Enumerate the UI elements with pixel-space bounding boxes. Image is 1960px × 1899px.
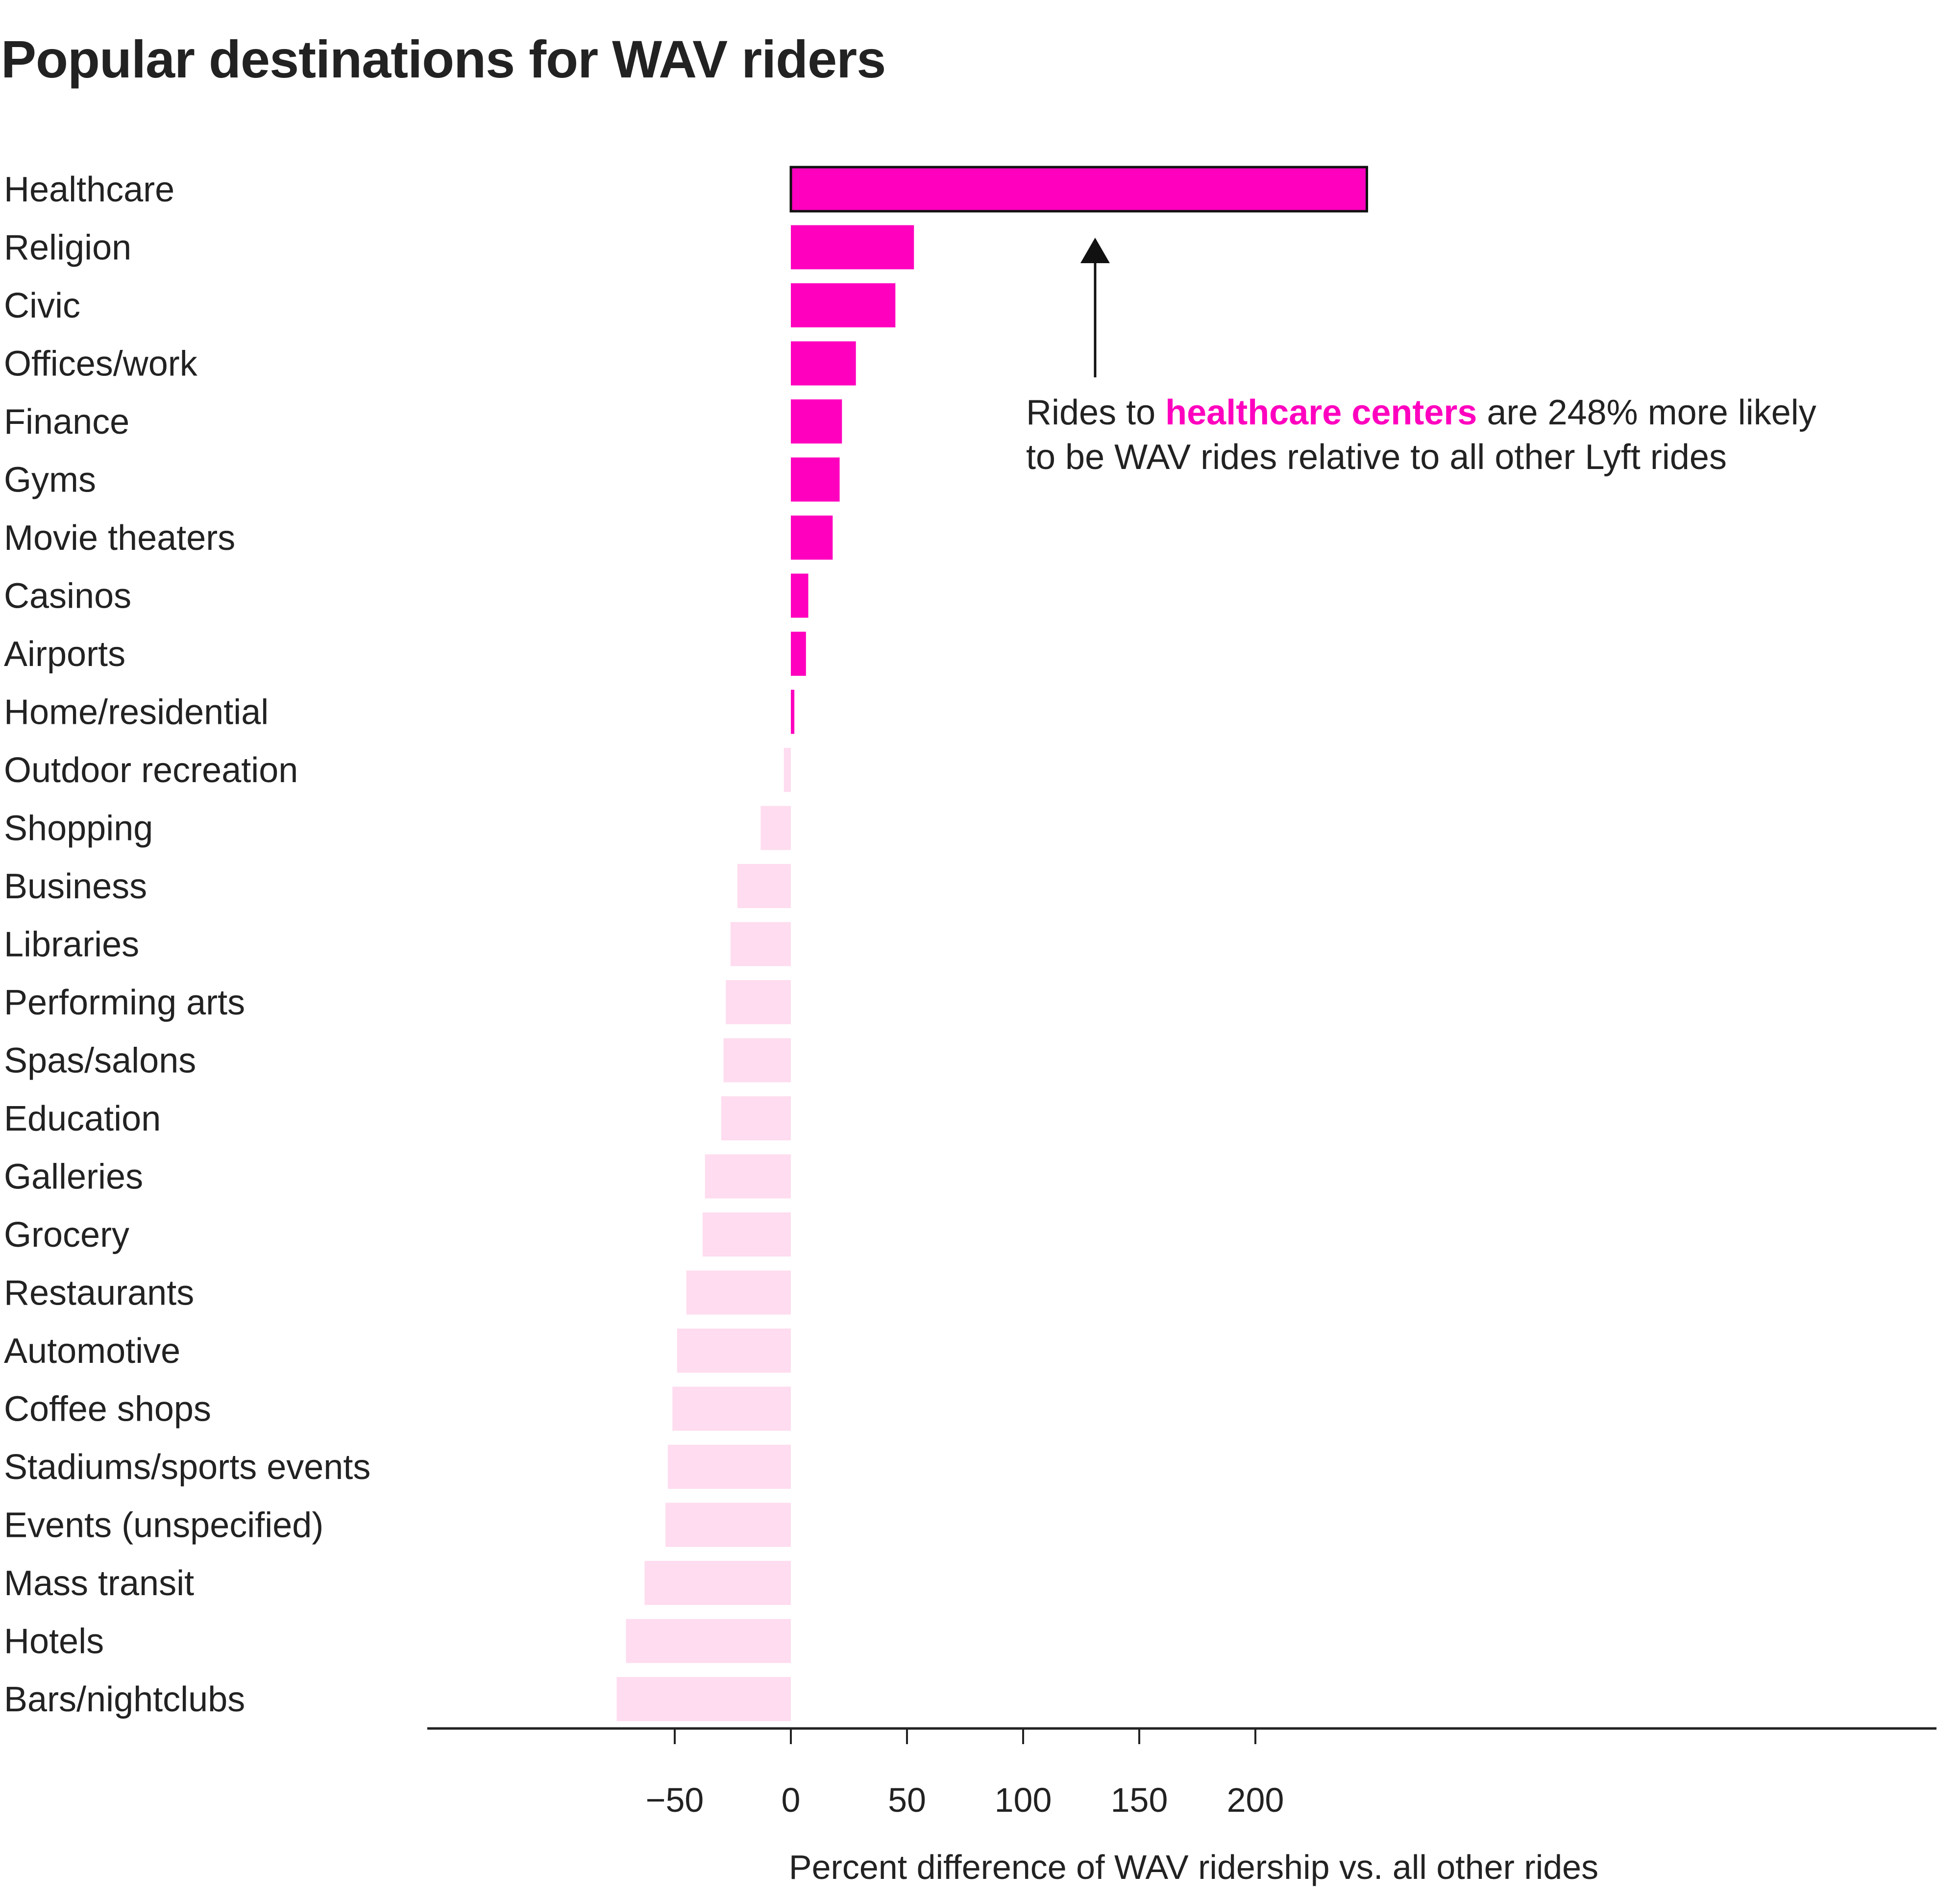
annotation-arrow-head [1080,238,1110,263]
category-label-shopping: Shopping [4,809,153,848]
bar-civic [791,283,896,327]
bar-finance [791,399,842,444]
category-label-education: Education [4,1099,161,1138]
bar-movie-theaters [791,516,833,560]
category-label-airports: Airports [4,635,125,674]
bar-outdoor-recreation [784,748,791,792]
bar-performing-arts [726,980,791,1024]
category-label-offices-work: Offices/work [4,345,198,384]
bar-mass-transit [644,1561,791,1605]
category-label-libraries: Libraries [4,925,139,964]
bar-galleries [705,1154,791,1199]
category-label-spas-salons: Spas/salons [4,1041,196,1081]
bar-gyms [791,457,840,502]
category-label-hotels: Hotels [4,1622,104,1661]
category-label-events-unspecified: Events (unspecified) [4,1506,323,1545]
category-label-gyms: Gyms [4,461,96,500]
category-label-casinos: Casinos [4,577,131,616]
category-label-business: Business [4,867,147,906]
category-label-grocery: Grocery [4,1215,129,1255]
bar-spas-salons [723,1038,791,1083]
bar-events-unspecified [665,1503,791,1547]
category-label-finance: Finance [4,402,129,442]
x-tick-label: 200 [1227,1781,1284,1819]
category-label-bars-nightclubs: Bars/nightclubs [4,1680,245,1719]
bar-airports [791,632,806,676]
category-label-automotive: Automotive [4,1332,180,1371]
bar-hotels [626,1619,791,1663]
bar-casinos [791,573,808,618]
x-tick-label: 0 [782,1781,801,1819]
bar-business [737,864,791,908]
bar-grocery [702,1212,791,1257]
chart-title: Popular destinations for WAV riders [1,29,886,89]
category-labels: Healthcare Religion Civic Offices/work Finan… [4,170,370,1719]
category-label-performing-arts: Performing arts [4,983,245,1022]
x-tick-label: −50 [646,1781,704,1819]
category-label-restaurants: Restaurants [4,1274,194,1313]
category-label-movie-theaters: Movie theaters [4,518,235,558]
bar-healthcare [789,166,1369,213]
category-label-coffee-shops: Coffee shops [4,1390,211,1429]
category-label-civic: Civic [4,286,80,325]
annotation-prefix: Rides to [1026,393,1165,432]
annotation: Rides to healthcare centers are 248% mor… [1026,238,1816,477]
bar-shopping [760,806,791,850]
category-label-healthcare: Healthcare [4,170,174,209]
annotation-line-1: Rides to healthcare centers are 248% mor… [1026,393,1816,432]
bar-stadiums-sports-events [667,1445,791,1489]
category-label-outdoor-recreation: Outdoor recreation [4,751,298,790]
bar-offices-work [791,341,856,386]
bar-automotive [677,1329,791,1373]
bar-restaurants [686,1270,791,1315]
x-tick-label: 100 [995,1781,1052,1819]
bar-religion [791,225,914,270]
bar-bars-nightclubs [616,1677,791,1721]
x-tick-label: 50 [888,1781,926,1819]
category-label-home-residential: Home/residential [4,693,269,732]
bar-coffee-shops [672,1386,791,1431]
bar-libraries [730,922,791,966]
category-label-galleries: Galleries [4,1158,143,1197]
category-label-stadiums-sports-events: Stadiums/sports events [4,1448,370,1487]
annotation-suffix: are 248% more likely [1477,393,1816,432]
x-tick-label: 150 [1111,1781,1168,1819]
bars-group [616,166,1369,1721]
category-label-mass-transit: Mass transit [4,1564,194,1603]
category-label-religion: Religion [4,228,131,268]
x-axis: −50 0 50 100 150 200 [427,1727,1936,1819]
bar-education [721,1096,791,1140]
annotation-line-2: to be WAV rides relative to all other Ly… [1026,438,1727,477]
annotation-highlight: healthcare centers [1165,393,1477,432]
x-axis-title: Percent difference of WAV ridership vs. … [789,1848,1598,1886]
bar-home-residential [791,690,795,734]
